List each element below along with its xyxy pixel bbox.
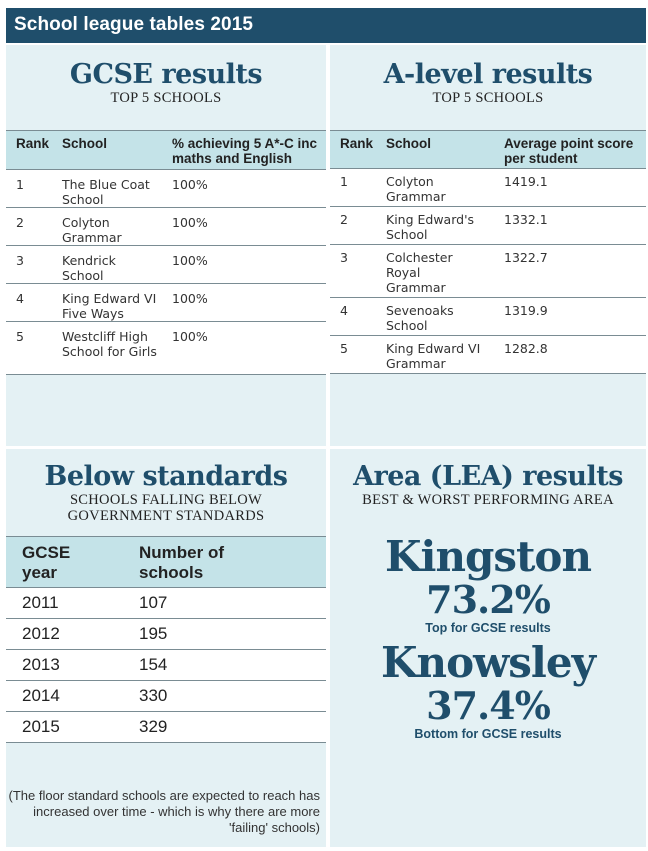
rank-cell: 4 — [340, 303, 348, 318]
school-cell: Sevenoaks School — [386, 303, 454, 333]
year-cell: 2013 — [22, 655, 60, 674]
year-cell: 2012 — [22, 624, 60, 643]
rank-cell: 4 — [16, 291, 24, 306]
value-cell: 100% — [172, 291, 208, 306]
value-cell: 100% — [172, 329, 208, 344]
school-cell: Colyton Grammar — [62, 215, 122, 245]
year-cell: 2015 — [22, 717, 60, 736]
year-cell: 2014 — [22, 686, 60, 705]
table-row: 1 The Blue Coat School 100% — [6, 170, 326, 208]
value-cell: 100% — [172, 253, 208, 268]
table-row: 2012 195 — [6, 619, 326, 650]
school-cell: King Edward's School — [386, 212, 475, 242]
table-row: 1 Colyton Grammar 1419.1 — [330, 169, 646, 207]
page-title: School league tables 2015 — [6, 8, 646, 43]
alevel-table: Rank School Average point score per stud… — [330, 130, 646, 374]
column-header: Rank — [16, 136, 50, 151]
value-cell: 1419.1 — [504, 174, 548, 189]
column-header: GCSE year — [22, 543, 71, 582]
gcse-table-header: Rank School % achieving 5 A*-C inc maths… — [6, 130, 326, 170]
area-title: Area (LEA) results — [353, 461, 623, 492]
table-row: 5 King Edward VI Grammar 1282.8 — [330, 336, 646, 374]
below-table-header: GCSE year Number of schools — [6, 536, 326, 588]
table-row: 2 King Edward's School 1332.1 — [330, 207, 646, 245]
count-cell: 330 — [139, 686, 168, 705]
rank-cell: 1 — [340, 174, 348, 189]
column-header: Rank — [340, 136, 374, 151]
school-cell: King Edward VI Five Ways — [62, 291, 157, 321]
value-cell: 1282.8 — [504, 341, 548, 356]
best-area: Kingston 73.2% Top for GCSE results — [330, 534, 646, 636]
gcse-panel: GCSE results TOP 5 SCHOOLS Rank School %… — [6, 45, 326, 446]
table-row: 4 Sevenoaks School 1319.9 — [330, 298, 646, 336]
column-header: Average point score per student — [504, 136, 634, 166]
rank-cell: 3 — [340, 250, 348, 265]
school-cell: Kendrick School — [62, 253, 116, 283]
footnote: (The floor standard schools are expected… — [8, 788, 320, 835]
column-header: School — [386, 136, 432, 151]
table-row: 5 Westcliff High School for Girls 100% — [6, 322, 326, 375]
rank-cell: 2 — [16, 215, 24, 230]
gcse-title: GCSE results — [69, 59, 263, 90]
rank-cell: 5 — [16, 329, 24, 344]
table-row: 3 Kendrick School 100% — [6, 246, 326, 284]
below-table: GCSE year Number of schools 2011 107 201… — [6, 536, 326, 743]
column-header: School — [62, 136, 108, 151]
count-cell: 154 — [139, 655, 168, 674]
rank-cell: 2 — [340, 212, 348, 227]
worst-area-caption: Bottom for GCSE results — [414, 727, 562, 741]
year-cell: 2011 — [22, 593, 59, 612]
alevel-subtitle: TOP 5 SCHOOLS — [432, 90, 544, 106]
worst-area: Knowsley 37.4% Bottom for GCSE results — [330, 640, 646, 742]
table-row: 2014 330 — [6, 681, 326, 712]
count-cell: 107 — [139, 593, 168, 612]
school-cell: Colchester Royal Grammar — [386, 250, 453, 295]
area-results-panel: Area (LEA) results BEST & WORST PERFORMI… — [330, 449, 646, 847]
worst-area-percent: 37.4% — [426, 683, 551, 728]
area-subtitle: BEST & WORST PERFORMING AREA — [362, 492, 614, 508]
table-row: 2013 154 — [6, 650, 326, 681]
below-standards-panel: Below standards SCHOOLS FALLING BELOW GO… — [6, 449, 326, 847]
value-cell: 100% — [172, 177, 208, 192]
alevel-panel: A-level results TOP 5 SCHOOLS Rank Schoo… — [330, 45, 646, 446]
rank-cell: 5 — [340, 341, 348, 356]
table-row: 2011 107 — [6, 588, 326, 619]
alevel-table-header: Rank School Average point score per stud… — [330, 130, 646, 169]
gcse-table: Rank School % achieving 5 A*-C inc maths… — [6, 130, 326, 375]
value-cell: 1319.9 — [504, 303, 548, 318]
table-row: 4 King Edward VI Five Ways 100% — [6, 284, 326, 322]
school-cell: King Edward VI Grammar — [386, 341, 481, 371]
worst-area-name: Knowsley — [381, 638, 596, 687]
best-area-caption: Top for GCSE results — [425, 621, 551, 635]
table-row: 2015 329 — [6, 712, 326, 743]
school-cell: The Blue Coat School — [62, 177, 150, 207]
alevel-title: A-level results — [383, 59, 593, 90]
rank-cell: 1 — [16, 177, 24, 192]
gcse-subtitle: TOP 5 SCHOOLS — [110, 90, 222, 106]
column-header: Number of schools — [139, 543, 224, 582]
value-cell: 100% — [172, 215, 208, 230]
school-cell: Colyton Grammar — [386, 174, 446, 204]
column-header: % achieving 5 A*-C inc maths and English — [172, 136, 318, 166]
below-title: Below standards — [44, 461, 288, 492]
rank-cell: 3 — [16, 253, 24, 268]
value-cell: 1332.1 — [504, 212, 548, 227]
best-area-percent: 73.2% — [426, 577, 551, 622]
table-row: 2 Colyton Grammar 100% — [6, 208, 326, 246]
table-row: 3 Colchester Royal Grammar 1322.7 — [330, 245, 646, 298]
best-area-name: Kingston — [385, 532, 592, 581]
count-cell: 195 — [139, 624, 168, 643]
below-subtitle: SCHOOLS FALLING BELOW GOVERNMENT STANDAR… — [67, 492, 265, 524]
count-cell: 329 — [139, 717, 168, 736]
school-cell: Westcliff High School for Girls — [62, 329, 157, 359]
value-cell: 1322.7 — [504, 250, 548, 265]
